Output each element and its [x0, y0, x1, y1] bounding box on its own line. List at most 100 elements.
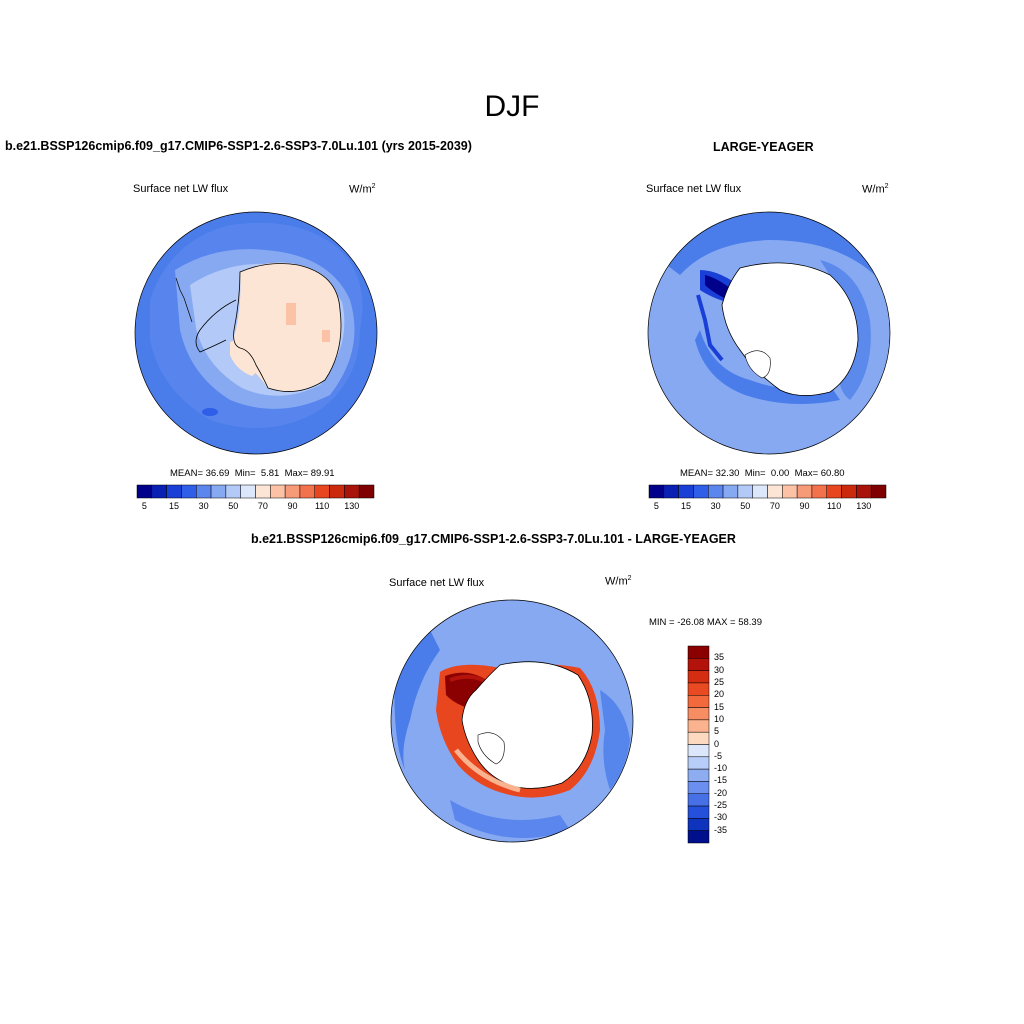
colorbar-panel2-swatch — [752, 484, 768, 499]
colorbar-panel3 — [687, 645, 710, 844]
colorbar-panel3-tick-label: -15 — [714, 775, 728, 786]
colorbar-panel3-swatch — [687, 818, 710, 831]
panel3-units-label: W/m2 — [605, 575, 632, 588]
colorbar-panel2-swatch — [782, 484, 798, 499]
panel3-minmax: MIN = -26.08 MAX = 58.39 — [649, 617, 763, 628]
map-panel3-border — [390, 599, 634, 843]
colorbar-panel3-swatch — [687, 731, 710, 745]
colorbar-panel2-tick-label: 50 — [740, 501, 751, 511]
colorbar-panel1-swatch — [255, 484, 271, 499]
panel2-stats: MEAN= 32.30 Min= 0.00 Max= 60.80 — [680, 468, 845, 479]
colorbar-panel1-swatch — [329, 484, 345, 499]
colorbar-panel3-swatch — [687, 756, 710, 770]
colorbar-panel2-tick-label: 70 — [769, 501, 780, 511]
panel2-variable-label: Surface net LW flux — [646, 183, 742, 195]
colorbar-panel2-tick-label: 5 — [653, 501, 659, 511]
colorbar-panel1-tick-label: 130 — [344, 501, 360, 511]
colorbar-panel3-swatch — [687, 682, 710, 696]
colorbar-panel1-swatch — [240, 484, 256, 499]
colorbar-panel1-swatch — [151, 484, 167, 499]
colorbar-panel2-swatch — [722, 484, 739, 499]
colorbar-panel3-swatch — [687, 744, 710, 758]
colorbar-panel1-swatch — [284, 484, 301, 499]
colorbar-panel2-swatch — [811, 484, 827, 499]
colorbar-panel3-swatch — [687, 645, 710, 659]
colorbar-panel1-swatch — [299, 484, 315, 499]
colorbar-panel3-swatch — [687, 719, 710, 733]
colorbar-panel1-swatch — [136, 484, 153, 499]
colorbar-panel1-swatch — [358, 484, 375, 499]
colorbar-panel3-swatch — [687, 658, 710, 671]
colorbar-panel2-tick-label: 30 — [710, 501, 721, 511]
colorbar-panel3-swatch — [687, 805, 710, 819]
colorbar-panel3-swatch — [687, 781, 710, 794]
map-panel1-border — [134, 211, 378, 455]
colorbar-panel1-swatch — [166, 484, 182, 499]
colorbar-panel2-tick-label: 110 — [826, 501, 842, 511]
colorbar-panel2-swatch — [648, 484, 665, 499]
map-panel1 — [135, 212, 377, 454]
colorbar-panel1-swatch — [196, 484, 212, 499]
colorbar-panel2-swatch — [693, 484, 709, 499]
colorbar-panel3-tick-label: -30 — [714, 812, 728, 823]
colorbar-panel1-swatch — [210, 484, 227, 499]
colorbar-panel3-tick-label: -35 — [714, 824, 728, 835]
panel3-variable-label: Surface net LW flux — [389, 577, 485, 589]
colorbar-panel2-swatch — [841, 484, 857, 499]
panel1-title: b.e21.BSSP126cmip6.f09_g17.CMIP6-SSP1-2.… — [5, 139, 472, 153]
colorbar-panel3-tick-label: -5 — [714, 750, 723, 761]
map-panel3 — [391, 600, 633, 842]
colorbar-panel2-swatch — [870, 484, 887, 499]
page-title: DJF — [484, 90, 540, 123]
colorbar-panel2-swatch — [663, 484, 679, 499]
colorbar-panel3-tick-label: 15 — [714, 701, 725, 712]
colorbar-panel1-tick-label: 90 — [287, 501, 298, 511]
panel1-stats: MEAN= 36.69 Min= 5.81 Max= 89.91 — [170, 468, 335, 479]
colorbar-panel1-tick-label: 15 — [169, 501, 180, 511]
colorbar-panel2-tick-label: 90 — [799, 501, 810, 511]
colorbar-panel2-swatch — [678, 484, 694, 499]
colorbar-panel2-tick-label: 130 — [856, 501, 872, 511]
colorbar-panel3-swatch — [687, 707, 710, 721]
colorbar-panel3-tick-label: 5 — [714, 726, 720, 737]
colorbar-panel1-tick-label: 5 — [141, 501, 147, 511]
colorbar-panel1-tick-label: 50 — [228, 501, 239, 511]
panel1-units-label: W/m2 — [349, 183, 376, 196]
colorbar-panel3-tick-label: -10 — [714, 763, 728, 774]
panel2-units-label: W/m2 — [862, 183, 889, 196]
panel1-variable-label: Surface net LW flux — [133, 183, 229, 195]
colorbar-panel3-tick-label: 30 — [714, 664, 725, 675]
panel3-title: b.e21.BSSP126cmip6.f09_g17.CMIP6-SSP1-2.… — [251, 532, 736, 546]
colorbar-panel1-swatch — [225, 484, 241, 499]
colorbar-panel3-swatch — [687, 768, 710, 782]
colorbar-panel3-tick-label: 10 — [714, 713, 725, 724]
colorbar-panel2-swatch — [826, 484, 842, 499]
colorbar-panel2-swatch — [796, 484, 813, 499]
colorbar-panel2-tick-label: 15 — [681, 501, 692, 511]
panel2-title: LARGE-YEAGER — [713, 140, 814, 154]
map-panel2 — [648, 212, 890, 454]
colorbar-panel2-swatch — [737, 484, 753, 499]
map-panel2-border — [647, 211, 891, 455]
colorbar-panel3-swatch — [687, 830, 710, 844]
colorbar-panel3-swatch — [687, 670, 710, 684]
colorbar-panel1-swatch — [344, 484, 360, 499]
colorbar-panel1-tick-label: 70 — [257, 501, 268, 511]
colorbar-panel3-tick-label: 35 — [714, 652, 725, 663]
colorbar-panel2 — [648, 484, 887, 499]
colorbar-panel3-swatch — [687, 695, 710, 708]
colorbar-panel1-swatch — [314, 484, 330, 499]
colorbar-panel3-tick-label: 0 — [714, 738, 720, 749]
colorbar-panel3-tick-label: -25 — [714, 800, 728, 811]
colorbar-panel3-tick-label: -20 — [714, 787, 728, 798]
colorbar-panel1-tick-label: 30 — [198, 501, 209, 511]
colorbar-panel2-swatch — [767, 484, 783, 499]
colorbar-panel2-swatch — [856, 484, 872, 499]
colorbar-panel1-swatch — [270, 484, 286, 499]
colorbar-panel3-tick-label: 20 — [714, 689, 725, 700]
colorbar-panel1-tick-label: 110 — [314, 501, 330, 511]
colorbar-panel3-swatch — [687, 793, 710, 807]
colorbar-panel3-tick-label: 25 — [714, 676, 725, 687]
colorbar-panel1-swatch — [181, 484, 197, 499]
